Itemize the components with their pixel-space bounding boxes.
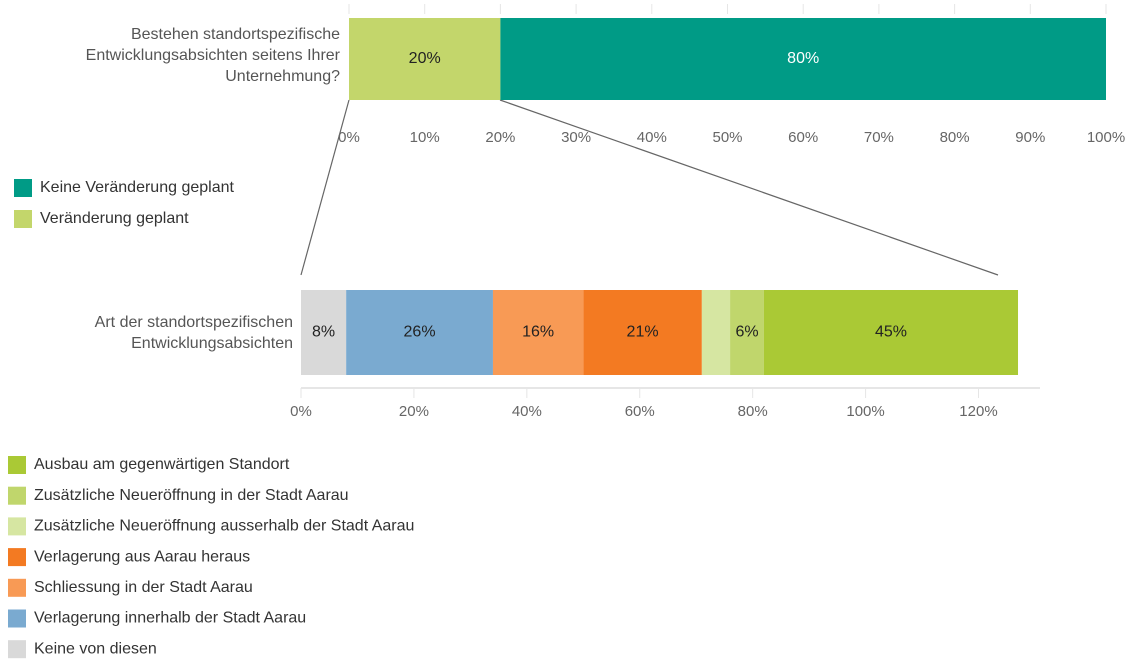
x-tick-label: 60% xyxy=(625,403,655,420)
x-tick-label: 80% xyxy=(940,129,970,146)
bar-segment xyxy=(763,290,1019,375)
x-tick-label: 50% xyxy=(712,129,742,146)
legend-label: Zusätzliche Neueröffnung ausserhalb der … xyxy=(34,518,414,535)
zoom-line xyxy=(300,99,350,276)
x-tick-label: 0% xyxy=(290,403,312,420)
legend-label: Keine von diesen xyxy=(34,640,157,657)
x-tick-label: 80% xyxy=(738,403,768,420)
data-label: 21% xyxy=(627,324,659,341)
bar-segment xyxy=(492,290,584,375)
bar-segment xyxy=(346,290,493,375)
x-tick-label: 20% xyxy=(485,129,515,146)
data-label: 45% xyxy=(875,324,907,341)
x-tick-label: 40% xyxy=(512,403,542,420)
x-tick-label: 90% xyxy=(1015,129,1045,146)
legend-label: Ausbau am gegenwärtigen Standort xyxy=(34,456,290,473)
legend-swatch xyxy=(14,210,32,228)
x-tick-label: 30% xyxy=(561,129,591,146)
category-label: Bestehen standortspezifische Entwicklung… xyxy=(85,26,340,85)
x-tick-label: 120% xyxy=(959,403,997,420)
x-tick-label: 20% xyxy=(399,403,429,420)
data-label: 6% xyxy=(735,324,758,341)
legend-label: Schliessung in der Stadt Aarau xyxy=(34,579,253,596)
legend-swatch xyxy=(8,578,26,597)
x-tick-label: 0% xyxy=(338,129,360,146)
legend-label: Verlagerung innerhalb der Stadt Aarau xyxy=(34,610,306,627)
data-label: 16% xyxy=(522,324,554,341)
bar-segment xyxy=(500,18,1106,100)
x-tick-label: 40% xyxy=(637,129,667,146)
data-label: 20% xyxy=(409,50,441,67)
legend-label: Zusätzliche Neueröffnung in der Stadt Aa… xyxy=(34,487,349,504)
data-label: 80% xyxy=(787,50,819,67)
zoom-line xyxy=(499,99,999,276)
bar-segment xyxy=(349,18,501,100)
legend-swatch xyxy=(8,456,26,474)
bar-segment xyxy=(730,290,764,375)
category-label: Art der standortspezifischen Entwicklung… xyxy=(94,314,293,352)
bar-segment xyxy=(301,290,347,375)
legend-swatch xyxy=(14,179,32,197)
x-tick-label: 100% xyxy=(1087,129,1125,146)
data-label: 26% xyxy=(404,324,436,341)
data-label: 8% xyxy=(312,324,335,341)
bar-segment xyxy=(583,290,702,375)
legend-swatch xyxy=(8,548,26,567)
bar-segment xyxy=(701,290,731,375)
x-tick-label: 10% xyxy=(410,129,440,146)
legend-swatch xyxy=(8,517,26,536)
legend-swatch xyxy=(8,640,26,659)
legend-label: Verlagerung aus Aarau heraus xyxy=(34,548,250,565)
legend-label: Veränderung geplant xyxy=(40,210,189,227)
legend-label: Keine Veränderung geplant xyxy=(40,179,234,196)
x-tick-label: 70% xyxy=(864,129,894,146)
legend-swatch xyxy=(8,609,26,628)
x-tick-label: 100% xyxy=(846,403,884,420)
legend-swatch xyxy=(8,486,26,505)
x-tick-label: 60% xyxy=(788,129,818,146)
